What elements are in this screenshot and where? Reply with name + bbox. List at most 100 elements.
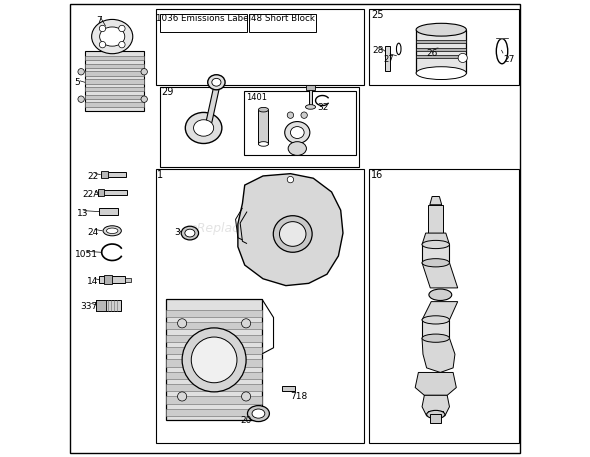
Text: 22A: 22A: [83, 190, 100, 199]
Circle shape: [241, 392, 251, 401]
Polygon shape: [415, 372, 456, 395]
Polygon shape: [238, 174, 343, 286]
Bar: [166, 322, 262, 329]
Text: 20: 20: [241, 416, 252, 425]
Circle shape: [119, 25, 125, 32]
Text: 718: 718: [290, 392, 307, 401]
Bar: [166, 310, 262, 317]
Ellipse shape: [422, 334, 450, 342]
Bar: [258, 110, 268, 144]
Ellipse shape: [280, 222, 306, 246]
Bar: [85, 102, 144, 107]
Bar: [96, 300, 106, 311]
Ellipse shape: [416, 23, 466, 36]
Circle shape: [287, 112, 294, 118]
Circle shape: [178, 392, 186, 401]
Circle shape: [178, 319, 186, 328]
Bar: [85, 56, 144, 60]
Bar: [101, 172, 126, 177]
Ellipse shape: [185, 112, 222, 143]
Ellipse shape: [185, 229, 195, 237]
Text: 22: 22: [87, 172, 99, 181]
Bar: [85, 71, 144, 76]
Bar: [369, 9, 519, 85]
Ellipse shape: [422, 259, 450, 267]
Polygon shape: [422, 338, 455, 372]
Circle shape: [141, 69, 148, 75]
Text: 1401: 1401: [245, 93, 267, 102]
Bar: [306, 85, 314, 90]
Ellipse shape: [288, 142, 306, 155]
Circle shape: [78, 69, 84, 75]
Bar: [166, 372, 262, 379]
Text: 1: 1: [157, 170, 163, 180]
Text: 13: 13: [77, 209, 88, 218]
Circle shape: [99, 25, 106, 32]
Bar: [166, 359, 262, 367]
Ellipse shape: [252, 409, 265, 418]
Circle shape: [287, 176, 294, 183]
Bar: [156, 169, 363, 443]
Bar: [422, 244, 450, 263]
Ellipse shape: [194, 120, 214, 136]
Ellipse shape: [427, 410, 445, 419]
Polygon shape: [422, 395, 450, 416]
Bar: [104, 275, 112, 284]
Bar: [369, 169, 519, 443]
Circle shape: [241, 319, 251, 328]
Ellipse shape: [429, 289, 452, 301]
Bar: [160, 14, 247, 32]
Text: 3: 3: [175, 228, 180, 237]
Bar: [430, 414, 441, 423]
Text: 27: 27: [383, 55, 394, 64]
Bar: [99, 208, 117, 215]
Bar: [85, 87, 144, 91]
Bar: [97, 189, 104, 196]
Bar: [428, 411, 443, 414]
Text: 26: 26: [427, 49, 438, 58]
Ellipse shape: [212, 79, 221, 86]
Bar: [385, 46, 390, 71]
Text: 27: 27: [503, 55, 514, 64]
Bar: [416, 48, 466, 51]
Bar: [96, 300, 122, 311]
Bar: [416, 40, 466, 43]
Bar: [244, 91, 356, 155]
Bar: [160, 87, 359, 167]
Polygon shape: [422, 233, 450, 244]
Bar: [99, 276, 124, 283]
Polygon shape: [206, 87, 219, 122]
Text: 24: 24: [87, 228, 99, 237]
Ellipse shape: [247, 406, 270, 421]
Polygon shape: [430, 197, 442, 205]
Circle shape: [141, 96, 148, 102]
Text: 14: 14: [87, 277, 99, 286]
Bar: [422, 320, 450, 338]
Circle shape: [78, 96, 84, 102]
Circle shape: [99, 42, 106, 48]
Bar: [416, 55, 466, 58]
Circle shape: [191, 337, 237, 383]
Ellipse shape: [91, 20, 133, 54]
Bar: [250, 14, 316, 32]
Ellipse shape: [103, 226, 122, 236]
Circle shape: [182, 328, 246, 392]
Ellipse shape: [422, 240, 450, 249]
Bar: [166, 347, 262, 354]
Ellipse shape: [100, 27, 124, 46]
Text: 7: 7: [96, 16, 102, 25]
Ellipse shape: [290, 127, 304, 138]
Polygon shape: [422, 302, 458, 320]
Ellipse shape: [258, 142, 268, 146]
Ellipse shape: [416, 67, 466, 80]
Ellipse shape: [258, 107, 268, 112]
Text: 5: 5: [75, 78, 80, 87]
Text: 337: 337: [80, 302, 97, 311]
Circle shape: [301, 112, 307, 118]
Bar: [101, 171, 107, 178]
Polygon shape: [422, 263, 458, 288]
Text: 25: 25: [371, 10, 384, 20]
Ellipse shape: [422, 316, 450, 324]
Ellipse shape: [273, 216, 312, 252]
Bar: [166, 409, 262, 416]
